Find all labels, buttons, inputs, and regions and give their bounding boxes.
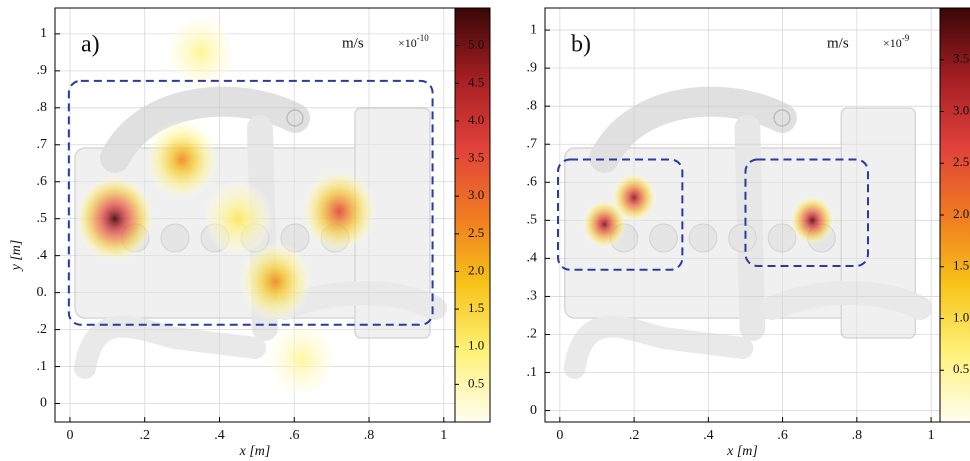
colorbar-tick-label: 1.5 — [468, 300, 484, 315]
colorbar — [454, 7, 491, 423]
colorbar-tick-label: 0.5 — [953, 361, 969, 376]
panel: 0 .2 .4 .6 .8 1 0 .1 .2 .3 .4 .5 .6 .7 .8 .9 1 x [m] b) m/s… — [527, 7, 970, 459]
x-tick-label: .2 — [139, 428, 150, 443]
colorbar-tick-label: 3.5 — [468, 150, 484, 165]
colorbar-tick-label: 3.0 — [953, 102, 969, 117]
x-tick-label: .2 — [629, 428, 640, 443]
colorbar-tick-label: 1.0 — [953, 309, 969, 324]
y-tick-label: .7 — [527, 136, 538, 151]
unit-label: m/s — [827, 35, 849, 51]
colorbar-tick-label: 2.5 — [468, 225, 484, 240]
y-tick-label: .4 — [527, 251, 538, 266]
x-axis-label: x [m] — [726, 444, 758, 459]
colorbar-tick-label: 1.5 — [953, 258, 969, 273]
hotspot — [145, 119, 219, 200]
y-tick-label: 0. — [37, 285, 48, 300]
y-tick-label: .9 — [527, 60, 538, 75]
hotspot — [267, 321, 337, 397]
hotspot — [203, 180, 274, 258]
scale-exponent: -9 — [902, 33, 910, 43]
x-tick-label: 1 — [928, 428, 935, 443]
y-tick-label: .8 — [37, 100, 48, 115]
panel: 0 .2 .4 .6 .8 1 0 .1 .2 0. .4 .5 .6 .7 .8 .9 1 x [m] y [m]… — [9, 7, 491, 459]
colorbar-tick-label: 0.5 — [468, 375, 484, 390]
scale-label: ×10-10 — [398, 33, 429, 50]
panel-label: a) — [81, 32, 100, 58]
scale-label: ×10-9 — [883, 33, 910, 50]
colorbar-tick-label: 3.5 — [953, 51, 969, 66]
y-tick-label: .6 — [37, 174, 48, 189]
colorbar-tick-label: 4.0 — [468, 112, 484, 127]
hotspot — [301, 170, 377, 253]
hotspot — [75, 175, 155, 262]
hotspot — [611, 172, 657, 222]
x-axis-label: x [m] — [239, 444, 271, 459]
colorbar-tick-label: 5.0 — [468, 37, 484, 52]
y-tick-label: .2 — [527, 327, 538, 342]
y-tick-label: .2 — [37, 322, 48, 337]
panel-label: b) — [571, 32, 591, 58]
x-tick-label: 0 — [556, 428, 563, 443]
hotspot — [239, 241, 312, 322]
y-tick-label: .1 — [527, 365, 538, 380]
colorbar-tick-label: 2.0 — [953, 206, 969, 221]
unit-label: m/s — [342, 35, 364, 51]
region-box — [744, 158, 869, 267]
x-tick-label: .4 — [703, 428, 714, 443]
y-tick-label: .8 — [527, 98, 538, 113]
region-box — [556, 158, 684, 271]
y-axis-label: y [m] — [9, 240, 24, 273]
hotspot — [582, 199, 627, 249]
colorbar-tick-label: 1.0 — [468, 338, 484, 353]
y-tick-label: 1 — [40, 26, 47, 41]
y-tick-label: .1 — [37, 359, 48, 374]
y-tick-label: .7 — [37, 137, 48, 152]
y-tick-label: 0 — [40, 396, 47, 411]
x-tick-label: .8 — [364, 428, 375, 443]
x-tick-label: .6 — [289, 428, 300, 443]
x-tick-label: .4 — [214, 428, 225, 443]
colorbar-tick-label: 2.5 — [953, 154, 969, 169]
y-tick-label: .5 — [527, 213, 538, 228]
scale-base: ×10 — [883, 36, 902, 50]
y-tick-label: .4 — [37, 248, 48, 263]
colorbar-tick-label: 4.5 — [468, 74, 484, 89]
y-tick-label: .9 — [37, 63, 48, 78]
scale-base: ×10 — [398, 36, 417, 50]
x-tick-label: 0 — [66, 428, 73, 443]
hotspot — [790, 195, 835, 245]
x-tick-label: 1 — [440, 428, 447, 443]
region-box — [67, 79, 434, 326]
y-tick-label: 0 — [530, 403, 537, 418]
colorbar-tick-label: 3.0 — [468, 187, 484, 202]
y-tick-label: .6 — [527, 174, 538, 189]
y-tick-label: .3 — [527, 289, 538, 304]
x-tick-label: .6 — [777, 428, 788, 443]
y-tick-label: 1 — [530, 22, 537, 37]
x-tick-label: .8 — [852, 428, 863, 443]
scale-exponent: -10 — [417, 33, 429, 43]
hotspot — [166, 14, 236, 91]
y-tick-label: .5 — [37, 211, 48, 226]
colorbar-tick-label: 2.0 — [468, 262, 484, 277]
